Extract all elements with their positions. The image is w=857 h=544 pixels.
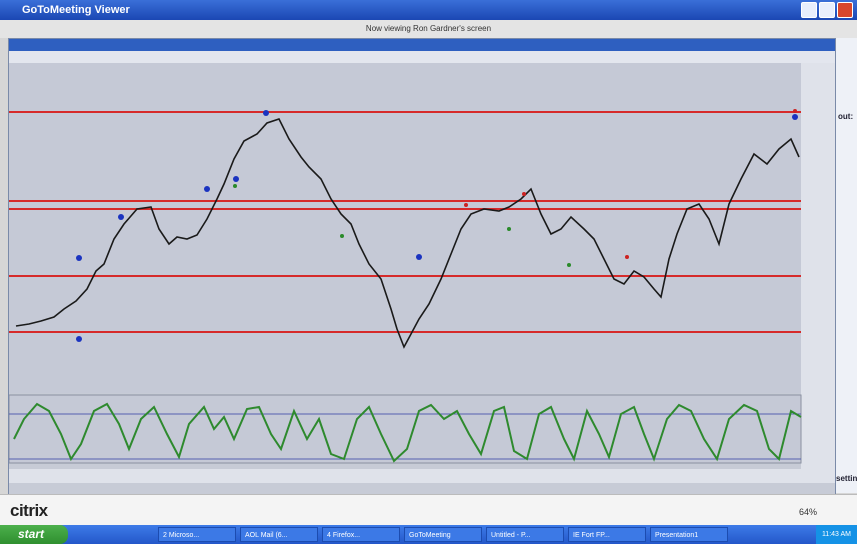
taskbar-item[interactable]: 2 Microso... <box>158 527 236 542</box>
screen: GoToMeeting Viewer Now viewing Ron Gardn… <box>0 0 857 544</box>
viewing-text: Now viewing Ron Gardner's screen <box>366 24 491 33</box>
taskbar-item[interactable]: Untitled - P... <box>486 527 564 542</box>
taskbar-item[interactable]: 4 Firefox... <box>322 527 400 542</box>
brand-logo: citrix <box>10 501 48 521</box>
clock: 11:43 AM <box>816 525 857 544</box>
trading-chart <box>8 38 836 495</box>
window-buttons[interactable] <box>801 2 853 18</box>
side-text: setting <box>836 474 857 483</box>
viewing-bar: Now viewing Ron Gardner's screen <box>0 20 857 38</box>
taskbar-items: 2 Microso... AOL Mail (6... 4 Firefox... Go… <box>158 527 728 542</box>
toolbar[interactable] <box>9 51 835 63</box>
taskbar-item[interactable]: Presentation1 <box>650 527 728 542</box>
window-title: GoToMeeting Viewer <box>22 4 130 16</box>
side-text: out: <box>838 112 853 121</box>
time-axis <box>9 469 801 483</box>
close[interactable] <box>837 2 853 18</box>
taskbar-item[interactable]: AOL Mail (6... <box>240 527 318 542</box>
taskbar: start 2 Microso... AOL Mail (6... 4 Firefo… <box>0 525 857 544</box>
price-axis <box>801 63 835 483</box>
viewer-footer: citrix 64% <box>0 494 857 526</box>
taskbar-item[interactable]: GoToMeeting <box>404 527 482 542</box>
taskbar-item[interactable]: IE Fort FP... <box>568 527 646 542</box>
minimize[interactable] <box>801 2 817 18</box>
inner-title <box>9 39 835 51</box>
title-bar: GoToMeeting Viewer <box>0 0 857 20</box>
oscillator-pane <box>9 395 801 463</box>
zoom-level[interactable]: 64% <box>799 507 817 517</box>
side-window: out: setting <box>836 38 857 493</box>
start-button[interactable]: start <box>0 525 68 544</box>
maximize[interactable] <box>819 2 835 18</box>
